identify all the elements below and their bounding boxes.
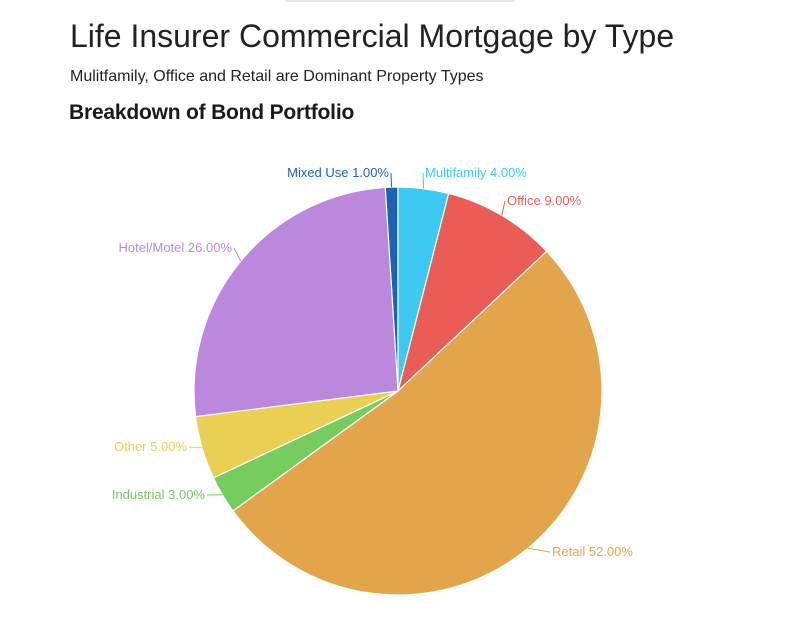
pie-labels: Mixed Use 1.00% Multifamily 4.00% Office 9… <box>112 165 634 559</box>
leader-line-mixed-use <box>390 172 393 188</box>
leader-line-multifamily <box>422 172 425 189</box>
chart-title: Breakdown of Bond Portfolio <box>69 101 355 124</box>
slice-label-retail: Retail 52.00% <box>552 544 633 559</box>
slice-label-other: Other 5.00% <box>114 439 187 454</box>
leader-line-other <box>188 446 203 449</box>
slice-label-office: Office 9.00% <box>507 193 582 208</box>
slice-label-hotel-motel: Hotel/Motel 26.00% <box>119 240 233 255</box>
page-subtitle: Mulitfamily, Office and Retail are Domin… <box>70 68 484 85</box>
page-title: Life Insurer Commercial Mortgage by Type <box>70 18 675 54</box>
top-divider <box>285 0 515 2</box>
leader-line-retail <box>527 547 551 553</box>
pie-leader-lines <box>188 172 551 553</box>
pie-slice-hotel-motel[interactable] <box>193 186 399 418</box>
slice-label-industrial: Industrial 3.00% <box>112 487 206 502</box>
leader-line-hotel-motel <box>233 247 242 262</box>
slice-label-multifamily: Multifamily 4.00% <box>425 165 527 180</box>
slice-label-mixed-use: Mixed Use 1.00% <box>287 165 389 180</box>
pie-slices <box>193 186 603 596</box>
leader-line-office <box>501 200 506 216</box>
